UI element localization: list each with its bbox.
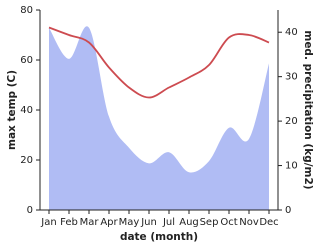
y-tick-label: 0 — [27, 205, 33, 216]
x-tick-label: Feb — [60, 217, 78, 228]
y2-tick-label: 0 — [285, 205, 291, 216]
y-tick-label: 80 — [20, 5, 33, 16]
x-tick-label: Sep — [200, 217, 219, 228]
x-tick-label: Dec — [259, 217, 278, 228]
y2-tick-label: 30 — [285, 72, 298, 83]
x-tick-label: Jun — [140, 217, 157, 228]
precipitation-area — [49, 26, 269, 210]
y-tick-label: 40 — [20, 105, 33, 116]
x-tick-label: Mar — [80, 217, 100, 228]
x-axis-label: date (month) — [120, 231, 198, 243]
x-tick-label: Aug — [179, 217, 199, 228]
y-tick-label: 60 — [20, 55, 33, 66]
x-tick-label: Jul — [162, 217, 175, 228]
y2-tick-label: 40 — [285, 27, 298, 38]
x-tick-label: Oct — [220, 217, 237, 228]
x-tick-label: May — [119, 217, 140, 228]
x-tick-label: Jan — [40, 217, 56, 228]
y2-axis-label: med. precipitation (kg/m2) — [302, 30, 314, 189]
y2-tick-label: 10 — [285, 161, 298, 172]
x-tick-label: Apr — [100, 217, 118, 228]
x-tick-label: Nov — [239, 217, 259, 228]
y-axis-label: max temp (C) — [6, 70, 18, 150]
temperature-line — [48, 26, 270, 99]
y2-tick-label: 20 — [285, 116, 298, 127]
y-tick-label: 20 — [20, 155, 33, 166]
